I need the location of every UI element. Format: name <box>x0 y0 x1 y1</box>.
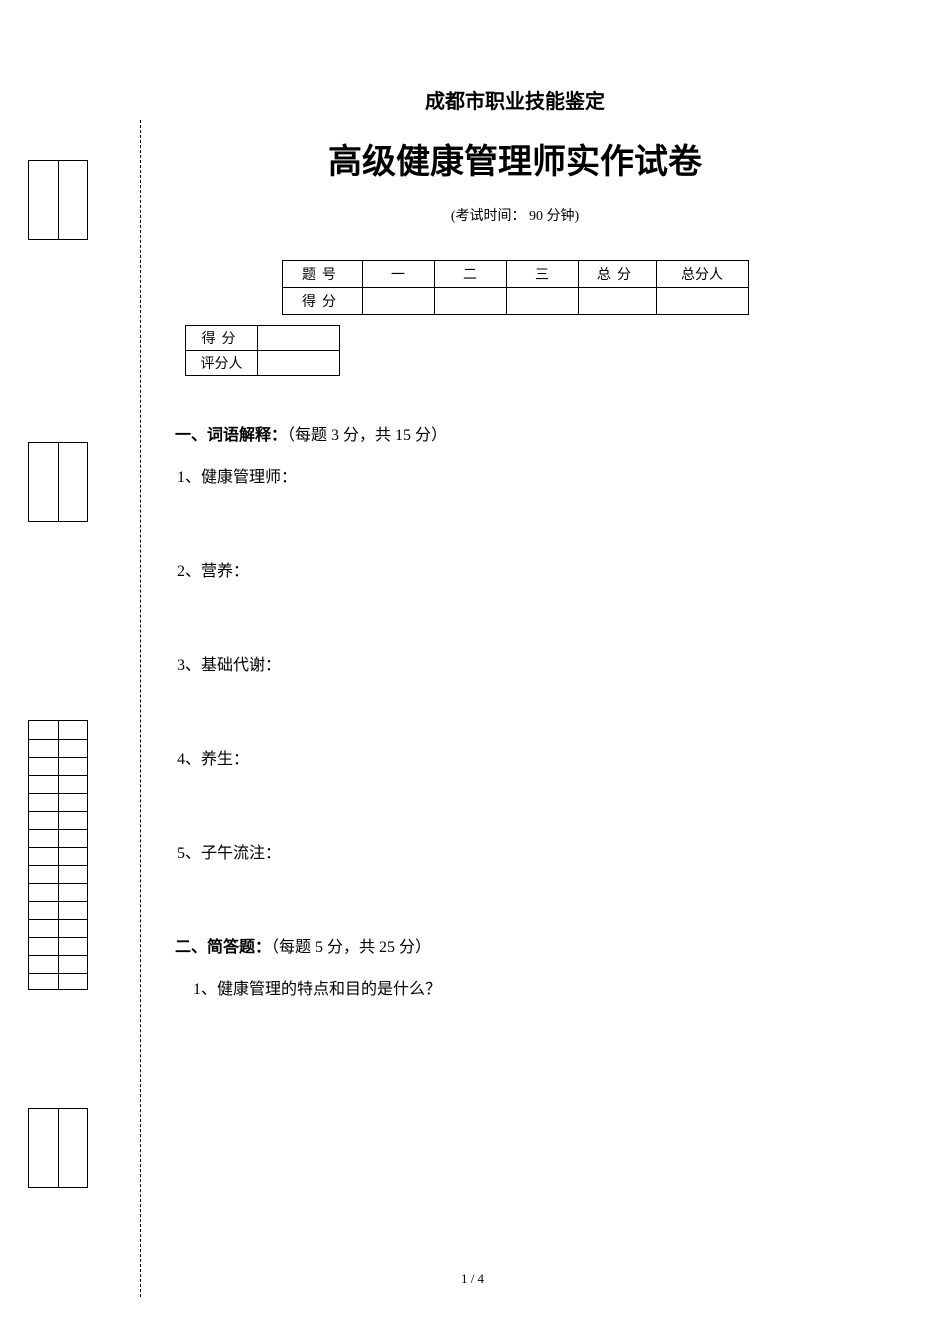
section-1-desc: （每题 3 分，共 15 分） <box>287 427 447 444</box>
section-2-questions: 1、健康管理的特点和目的是什么？ <box>175 975 855 999</box>
score-cell <box>656 288 748 315</box>
box-hline <box>29 883 87 884</box>
score-table-total-person: 总分人 <box>656 261 748 288</box>
table-row: 得分 <box>186 326 340 351</box>
section-2-header: 二、简答题：（每题 5 分，共 25 分） <box>175 933 855 957</box>
box-hline <box>29 937 87 938</box>
page-number: 1 / 4 <box>0 1271 945 1287</box>
table-row: 题号 一 二 三 总分 总分人 <box>282 261 748 288</box>
section-1-header: 一、词语解释：（每题 3 分，共 15 分） <box>175 421 855 445</box>
box-hline <box>29 775 87 776</box>
score-table: 题号 一 二 三 总分 总分人 得分 <box>282 260 749 315</box>
score-table-col-2: 二 <box>434 261 506 288</box>
box-hline <box>29 739 87 740</box>
margin-box-1 <box>28 160 88 240</box>
question-item: 1、健康管理师： <box>175 463 855 487</box>
box-hline <box>29 811 87 812</box>
box-hline <box>29 955 87 956</box>
section-2: 二、简答题：（每题 5 分，共 25 分） 1、健康管理的特点和目的是什么？ <box>175 933 855 999</box>
score-cell <box>362 288 434 315</box>
exam-time: (考试时间： 90 分钟) <box>175 205 855 225</box>
header-large-title: 高级健康管理师实作试卷 <box>175 134 855 183</box>
score-table-header-label: 题号 <box>282 261 362 288</box>
section-1-title: 一、词语解释： <box>175 427 287 444</box>
score-table-col-3: 三 <box>506 261 578 288</box>
question-item: 2、营养： <box>175 557 855 581</box>
margin-box-4 <box>28 1108 88 1188</box>
table-row: 评分人 <box>186 351 340 376</box>
box-hline <box>29 973 87 974</box>
score-table-total-label: 总分 <box>578 261 656 288</box>
grader-table: 得分 评分人 <box>185 325 340 376</box>
box-hline <box>29 865 87 866</box>
box-hline <box>29 757 87 758</box>
score-table-col-1: 一 <box>362 261 434 288</box>
section-1-questions: 1、健康管理师： 2、营养： 3、基础代谢： 4、养生： 5、子午流注： <box>175 463 855 863</box>
question-item: 1、健康管理的特点和目的是什么？ <box>175 975 855 999</box>
box-hline <box>29 793 87 794</box>
box-hline <box>29 829 87 830</box>
question-item: 4、养生： <box>175 745 855 769</box>
page-content: 成都市职业技能鉴定 高级健康管理师实作试卷 (考试时间： 90 分钟) 题号 一… <box>175 85 855 999</box>
box-hline <box>29 847 87 848</box>
grader-blank <box>258 351 340 376</box>
margin-box-3 <box>28 720 88 990</box>
section-2-desc: （每题 5 分，共 25 分） <box>271 939 431 956</box>
fold-line <box>140 120 141 1297</box>
score-cell <box>506 288 578 315</box>
box-divider <box>58 161 59 239</box>
grader-score-label: 得分 <box>186 326 258 351</box>
score-cell <box>434 288 506 315</box>
box-divider <box>58 443 59 521</box>
box-divider <box>58 721 59 989</box>
question-item: 3、基础代谢： <box>175 651 855 675</box>
score-cell <box>578 288 656 315</box>
margin-box-2 <box>28 442 88 522</box>
header-small-title: 成都市职业技能鉴定 <box>175 85 855 114</box>
grader-person-label: 评分人 <box>186 351 258 376</box>
box-hline <box>29 901 87 902</box>
section-2-title: 二、简答题： <box>175 939 271 956</box>
question-item: 5、子午流注： <box>175 839 855 863</box>
box-divider <box>58 1109 59 1187</box>
grader-blank <box>258 326 340 351</box>
box-hline <box>29 919 87 920</box>
table-row: 得分 <box>282 288 748 315</box>
score-table-score-label: 得分 <box>282 288 362 315</box>
